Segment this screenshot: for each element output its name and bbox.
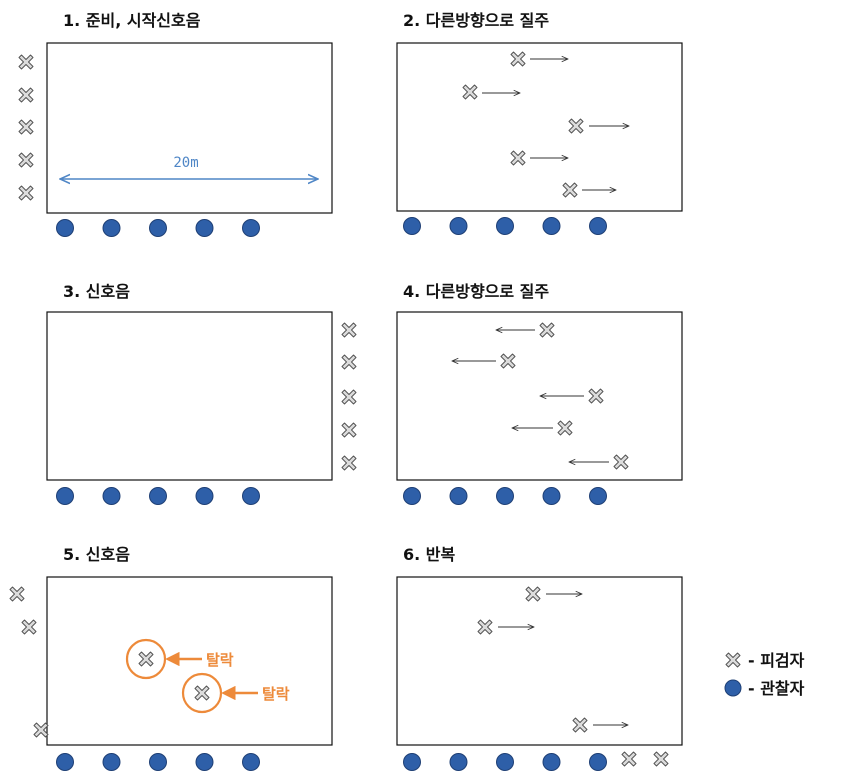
observer-marker (195, 487, 214, 505)
eliminated-label: 탈락 (206, 651, 234, 669)
observer-marker (403, 217, 421, 235)
panel-1-field (46, 42, 333, 214)
observers (56, 217, 607, 771)
observer-marker (56, 753, 74, 771)
legend-subject-label: - 피검자 (748, 651, 805, 670)
observer-marker (242, 219, 260, 237)
observer-marker (449, 217, 468, 235)
observer-marker (542, 487, 561, 505)
observer-marker (496, 753, 514, 771)
panel-2-title: 2. 다른방향으로 질주 (403, 11, 549, 30)
eliminated-label: 탈락 (262, 685, 290, 703)
observer-marker (149, 753, 167, 771)
observer-marker (449, 753, 468, 771)
subject-marker (33, 722, 49, 738)
eliminated-circle (125, 638, 167, 680)
movement-arrows (452, 59, 629, 725)
panel-3-title: 3. 신호음 (63, 282, 130, 301)
panel-6-field (396, 576, 683, 746)
subject-marker (621, 751, 637, 767)
observer-marker (149, 219, 167, 237)
subject-marker (9, 586, 25, 602)
subject-marker (341, 389, 357, 405)
legend-observer-icon (724, 679, 742, 697)
legend-observer-label: - 관찰자 (748, 679, 805, 698)
observer-marker (56, 487, 74, 505)
subject-marker (341, 422, 357, 438)
observer-marker (403, 487, 421, 505)
panel-5-title: 5. 신호음 (63, 545, 130, 564)
eliminated-markers: 탈락 탈락 (125, 638, 290, 714)
observer-marker (242, 753, 260, 771)
panel-6-title: 6. 반복 (403, 545, 456, 564)
eliminated-circle (181, 672, 223, 714)
distance-label: 20m (173, 155, 198, 171)
observer-marker (56, 219, 74, 237)
observer-marker (403, 753, 421, 771)
observer-marker (195, 753, 214, 771)
subject-marker (18, 152, 34, 168)
panel-2-field (396, 42, 683, 212)
observer-marker (242, 487, 260, 505)
subject-marker (341, 455, 357, 471)
observer-marker (449, 487, 468, 505)
observer-marker (195, 219, 214, 237)
observer-marker (496, 487, 514, 505)
subject-marker (341, 322, 357, 338)
legend: - 피검자 - 관찰자 (724, 651, 805, 698)
panel-4-title: 4. 다른방향으로 질주 (403, 282, 549, 301)
subject-marker (653, 751, 669, 767)
subject-marker (18, 87, 34, 103)
subject-marker (18, 185, 34, 201)
subject-marker (21, 619, 37, 635)
observer-marker (496, 217, 514, 235)
observer-marker (589, 753, 607, 771)
subject-marker (341, 354, 357, 370)
subject-marker (18, 119, 34, 135)
observer-marker (102, 753, 121, 771)
observer-marker (102, 219, 121, 237)
observer-marker (589, 217, 607, 235)
panel-1-title: 1. 준비, 시작신호음 (63, 11, 201, 30)
observer-marker (542, 217, 561, 235)
panel-4-field (396, 311, 683, 481)
panel-5-field (46, 576, 333, 746)
legend-subject-icon (725, 652, 741, 668)
observer-marker (542, 753, 561, 771)
panel-3-field (46, 311, 333, 481)
observer-marker (589, 487, 607, 505)
observer-marker (102, 487, 121, 505)
observer-marker (149, 487, 167, 505)
subject-marker (18, 54, 34, 70)
